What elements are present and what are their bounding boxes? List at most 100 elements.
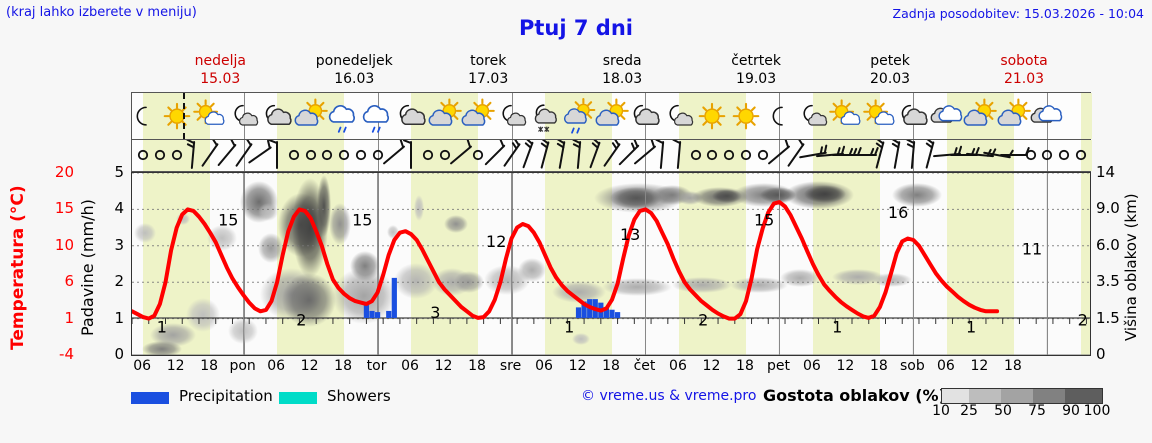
wind-barb-calm: [1043, 140, 1085, 172]
cloud-density-tick-75: 75: [1028, 403, 1046, 419]
x-tick-label: 18: [869, 358, 888, 374]
wind-barb: [574, 137, 616, 172]
weather-icon-moon-cloudy: [892, 95, 934, 139]
wind-barb-calm: [407, 140, 449, 172]
cloud-density-blob: [329, 203, 351, 245]
weather-icon-sun-partly-cloudy: [859, 95, 901, 139]
wind-barb: [892, 138, 934, 172]
daylight-band: [277, 140, 345, 171]
wind-barb-calm: [1060, 140, 1102, 172]
wind-barb: [524, 137, 566, 172]
cloud-density-blob: [258, 233, 284, 263]
cloud-density-blob: [317, 175, 331, 237]
day-name: ponedeljek: [315, 53, 393, 69]
cloud-density-blob: [207, 225, 237, 251]
showers-legend-label: Showers: [327, 387, 391, 405]
wind-barb-calm: [273, 140, 315, 172]
weather-icon-moon-partly-cloudy: [223, 95, 265, 139]
wind-barb: [591, 137, 633, 172]
cloud-height-tick-3.5: 3.5: [1096, 272, 1120, 291]
x-tick-label: 06: [936, 358, 955, 374]
day-separator: [377, 140, 379, 171]
cloud-density-blob: [730, 277, 788, 293]
chart-legend: Precipitation Showers © vreme.us & vreme…: [131, 386, 1141, 419]
wind-barb: [859, 137, 901, 172]
wind-barb-calm: [323, 140, 365, 172]
x-tick-label: 06: [535, 358, 553, 374]
precipitation-bar: [575, 307, 582, 318]
weather-icon-strip: [131, 92, 1092, 140]
cloud-density-blob: [892, 183, 942, 207]
cloud-density-blob: [258, 203, 278, 221]
temperature-tick-15: 15: [54, 199, 74, 218]
precipitation-bar: [609, 309, 615, 318]
x-tick-label: pon: [229, 358, 256, 374]
wind-barb: [842, 140, 884, 172]
wind-barb: [507, 137, 549, 172]
wind-barb: [223, 137, 265, 172]
copyright-link[interactable]: © vreme.us & vreme.pro: [581, 388, 757, 404]
temperature-value-label: 1: [966, 318, 976, 337]
temperature-tick-6: 6: [64, 272, 74, 291]
x-tick-label: 18: [468, 358, 486, 374]
x-tick-label: 06: [133, 358, 152, 374]
weather-icon-moon-cloud-snow: [524, 95, 566, 139]
wind-barb-strip: [131, 137, 1092, 172]
temperature-value-label: 2: [698, 310, 708, 329]
day-date: 19.03: [736, 71, 777, 87]
x-tick-label: 12: [434, 358, 453, 374]
day-date: 17.03: [468, 71, 509, 87]
temperature-value-label: 1: [564, 318, 574, 337]
weather-icon-moon-partly-cloudy: [658, 95, 700, 139]
x-tick-label: 06: [803, 358, 821, 374]
wind-barb: [474, 138, 516, 172]
x-tick-label: 06: [267, 358, 286, 374]
temperature-tick-20: 20: [54, 163, 74, 181]
cloud-density-blob: [780, 269, 820, 287]
day-date: 15.03: [200, 71, 241, 87]
precipitation-bar: [603, 307, 610, 318]
day-header-7: sobota 21.03: [957, 52, 1091, 88]
weather-icon-sun-cloud-rain: [558, 95, 600, 139]
wind-barb: [658, 138, 700, 172]
temperature-value-label: 11: [1022, 240, 1042, 259]
x-tick-label: čet: [633, 358, 656, 374]
precipitation-tick-1: 1: [114, 308, 124, 327]
cloud-density-blob: [142, 341, 182, 355]
cloud-density-blob: [150, 323, 196, 347]
cloud-density-blob: [518, 258, 546, 282]
cloud-density-tick-50: 50: [994, 403, 1012, 419]
daylight-band: [678, 140, 746, 171]
wind-barb: [775, 137, 817, 172]
x-tick-label: 18: [602, 358, 620, 374]
cloud-density-blob: [572, 333, 590, 345]
wind-barb: [876, 138, 918, 172]
temperature-tick-10: 10: [54, 235, 74, 254]
precipitation-tick-4: 4: [114, 199, 124, 218]
x-tick-label: 12: [300, 358, 319, 374]
page-title: Ptuj 7 dni: [519, 16, 633, 40]
temperature-value-label: 3: [430, 303, 440, 322]
precipitation-bar: [391, 277, 397, 318]
temperature-value-label: 2: [296, 310, 306, 329]
cloud-density-blob: [282, 273, 336, 327]
wind-barb: [624, 139, 666, 172]
wind-barb: [976, 140, 1018, 172]
weather-icon-cloud-overcast: [1026, 95, 1068, 139]
wind-barb: [608, 138, 650, 172]
day-name: nedelja: [194, 53, 246, 69]
temperature-value-label: 12: [486, 232, 506, 251]
cloud-density-blob: [394, 263, 438, 299]
wind-barb: [373, 139, 415, 172]
weather-icon-moon-partly-cloudy: [792, 95, 834, 139]
cloud-density-blob: [832, 269, 884, 285]
x-tick-label: 12: [568, 358, 587, 374]
precipitation-tick-0: 0: [114, 345, 124, 363]
day-header-5: četrtek 19.03: [689, 52, 823, 88]
x-tick-label: tor: [366, 358, 387, 374]
wind-barb-calm: [357, 140, 399, 172]
temperature-value-label: 15: [754, 210, 774, 229]
day-name: petek: [870, 53, 910, 69]
weather-icon-sun-partly-cloudy: [825, 95, 867, 139]
